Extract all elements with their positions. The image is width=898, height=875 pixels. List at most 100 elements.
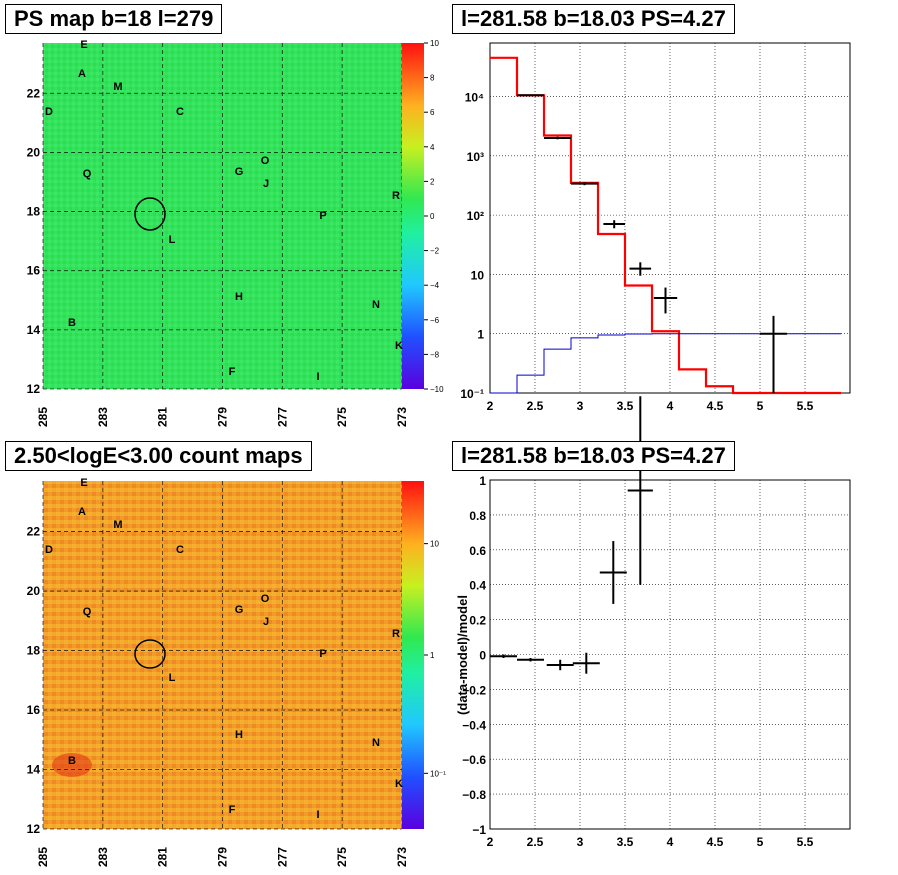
x-tick-label: 5.5 xyxy=(797,835,814,849)
source-label: Q xyxy=(83,168,92,180)
x-tick-label: 273 xyxy=(395,407,409,427)
source-label: Q xyxy=(83,606,92,618)
y-tick-label: −0.6 xyxy=(462,753,486,767)
y-tick-label: −0.8 xyxy=(462,788,486,802)
y-tick-label: 10³ xyxy=(467,150,484,164)
x-tick-label: 281 xyxy=(156,847,170,867)
colorbar-tick-label: 10⁻¹ xyxy=(430,769,446,778)
x-tick-label: 273 xyxy=(395,847,409,867)
x-tick-label: 4 xyxy=(667,835,674,849)
colorbar-tick-label: 10 xyxy=(430,540,439,549)
source-label: A xyxy=(78,68,86,80)
y-tick-label: 14 xyxy=(27,323,41,337)
count-map-title: 2.50<logE<3.00 count maps xyxy=(5,441,312,471)
source-label: O xyxy=(261,593,270,605)
ps-map-source-labels: E A M D C O G J Q R P L H N B K F I xyxy=(45,39,403,383)
colorbar-tick-label: −4 xyxy=(430,281,440,290)
x-tick-label: 2 xyxy=(487,835,494,849)
y-tick-label: −0.2 xyxy=(462,683,486,697)
source-label: D xyxy=(45,544,53,556)
source-label: J xyxy=(263,616,269,628)
source-label: F xyxy=(229,804,236,816)
colorbar-tick-label: 6 xyxy=(430,108,435,117)
ps-map-colorbar xyxy=(402,43,424,389)
x-tick-label: 3 xyxy=(577,835,584,849)
x-tick-label: 3.5 xyxy=(617,399,634,413)
count-map-colorbar-ticks: 10 1 10⁻¹ xyxy=(424,540,446,778)
x-tick-label: 2 xyxy=(487,399,494,413)
y-tick-label: 1 xyxy=(477,328,484,342)
y-tick-label: 18 xyxy=(27,644,41,658)
colorbar-tick-label: −6 xyxy=(430,316,440,325)
source-label: E xyxy=(80,39,87,51)
source-label: D xyxy=(45,106,53,118)
residual-grid xyxy=(489,479,850,830)
residual-point xyxy=(572,652,600,674)
x-tick-label: 279 xyxy=(216,407,230,427)
source-label: K xyxy=(395,778,403,790)
y-tick-label: 0.2 xyxy=(469,614,486,628)
x-tick-label: 2.5 xyxy=(527,835,544,849)
colorbar-tick-label: −8 xyxy=(430,350,440,359)
source-label: A xyxy=(78,506,86,518)
spectrum-x-ticks: 2 2.5 3 3.5 4 4.5 5 5.5 xyxy=(487,399,814,413)
source-label: B xyxy=(68,317,76,329)
y-tick-label: −1 xyxy=(472,823,486,837)
data-point xyxy=(760,315,787,393)
y-tick-label: 0.8 xyxy=(469,509,486,523)
source-label: J xyxy=(263,178,269,190)
count-map-y-ticks: 12 14 16 18 20 22 xyxy=(27,525,41,836)
x-tick-label: 283 xyxy=(96,847,110,867)
data-point xyxy=(603,220,625,229)
residual-x-ticks: 2 2.5 3 3.5 4 4.5 5 5.5 xyxy=(487,835,814,849)
y-tick-label: 16 xyxy=(27,703,41,717)
source-label: C xyxy=(176,544,184,556)
x-tick-label: 275 xyxy=(335,407,349,427)
source-circle xyxy=(134,639,166,669)
source-label: G xyxy=(235,604,244,616)
ps-map-colorbar-ticks: 10 8 6 4 2 0 −2 −4 −6 −8 −10 xyxy=(424,39,444,394)
ps-map-y-ticks: 12 14 16 18 20 22 xyxy=(27,86,41,396)
source-label: R xyxy=(392,190,400,202)
source-label: H xyxy=(235,291,243,303)
spectrum-series xyxy=(490,56,841,395)
y-tick-label: 10² xyxy=(467,209,484,223)
residual-title: l=281.58 b=18.03 PS=4.27 xyxy=(452,441,735,471)
spectrum-y-ticks: 10⁻¹ 1 10 10² 10³ 10⁴ xyxy=(460,91,484,401)
source-label: N xyxy=(372,299,380,311)
colorbar-tick-label: 8 xyxy=(430,74,435,83)
y-tick-label: 0.4 xyxy=(469,579,486,593)
residual-point xyxy=(546,659,574,671)
ps-map-x-ticks: 285 283 281 279 277 275 273 xyxy=(36,407,409,427)
source-label: P xyxy=(319,210,326,222)
source-label: E xyxy=(80,477,87,489)
x-tick-label: 3.5 xyxy=(617,835,634,849)
y-tick-label: 12 xyxy=(27,822,41,836)
x-tick-label: 3 xyxy=(577,399,584,413)
y-tick-label: 22 xyxy=(27,525,41,539)
x-tick-label: 275 xyxy=(335,847,349,867)
source-label: I xyxy=(316,809,319,821)
colorbar-tick-label: 2 xyxy=(430,177,435,186)
source-label: M xyxy=(113,81,122,93)
count-map-source-labels: E A M D C O G J Q R P L H N B K F I xyxy=(45,477,403,821)
y-tick-label: 22 xyxy=(27,86,41,100)
x-tick-label: 277 xyxy=(275,847,289,867)
x-tick-label: 2.5 xyxy=(527,399,544,413)
spectrum-title: l=281.58 b=18.03 PS=4.27 xyxy=(452,4,735,34)
y-tick-label: 20 xyxy=(27,145,41,159)
source-label: H xyxy=(235,729,243,741)
residual-y-ticks: 1 0.8 0.6 0.4 0.2 0 −0.2 −0.4 −0.6 −0.8 −1 xyxy=(462,474,486,837)
y-tick-label: 10 xyxy=(471,268,485,282)
x-tick-label: 4.5 xyxy=(707,835,724,849)
data-point xyxy=(571,182,598,186)
x-tick-label: 285 xyxy=(36,407,50,427)
y-tick-label: −0.4 xyxy=(462,718,486,732)
background-histogram xyxy=(490,333,841,394)
source-label: C xyxy=(176,106,184,118)
source-label: I xyxy=(316,371,319,383)
x-tick-label: 279 xyxy=(216,847,230,867)
spectrum-panel: 2 2.5 3 3.5 4 4.5 5 5.5 10⁻¹ 1 10 10² 10³ 10⁴ xyxy=(460,42,851,413)
